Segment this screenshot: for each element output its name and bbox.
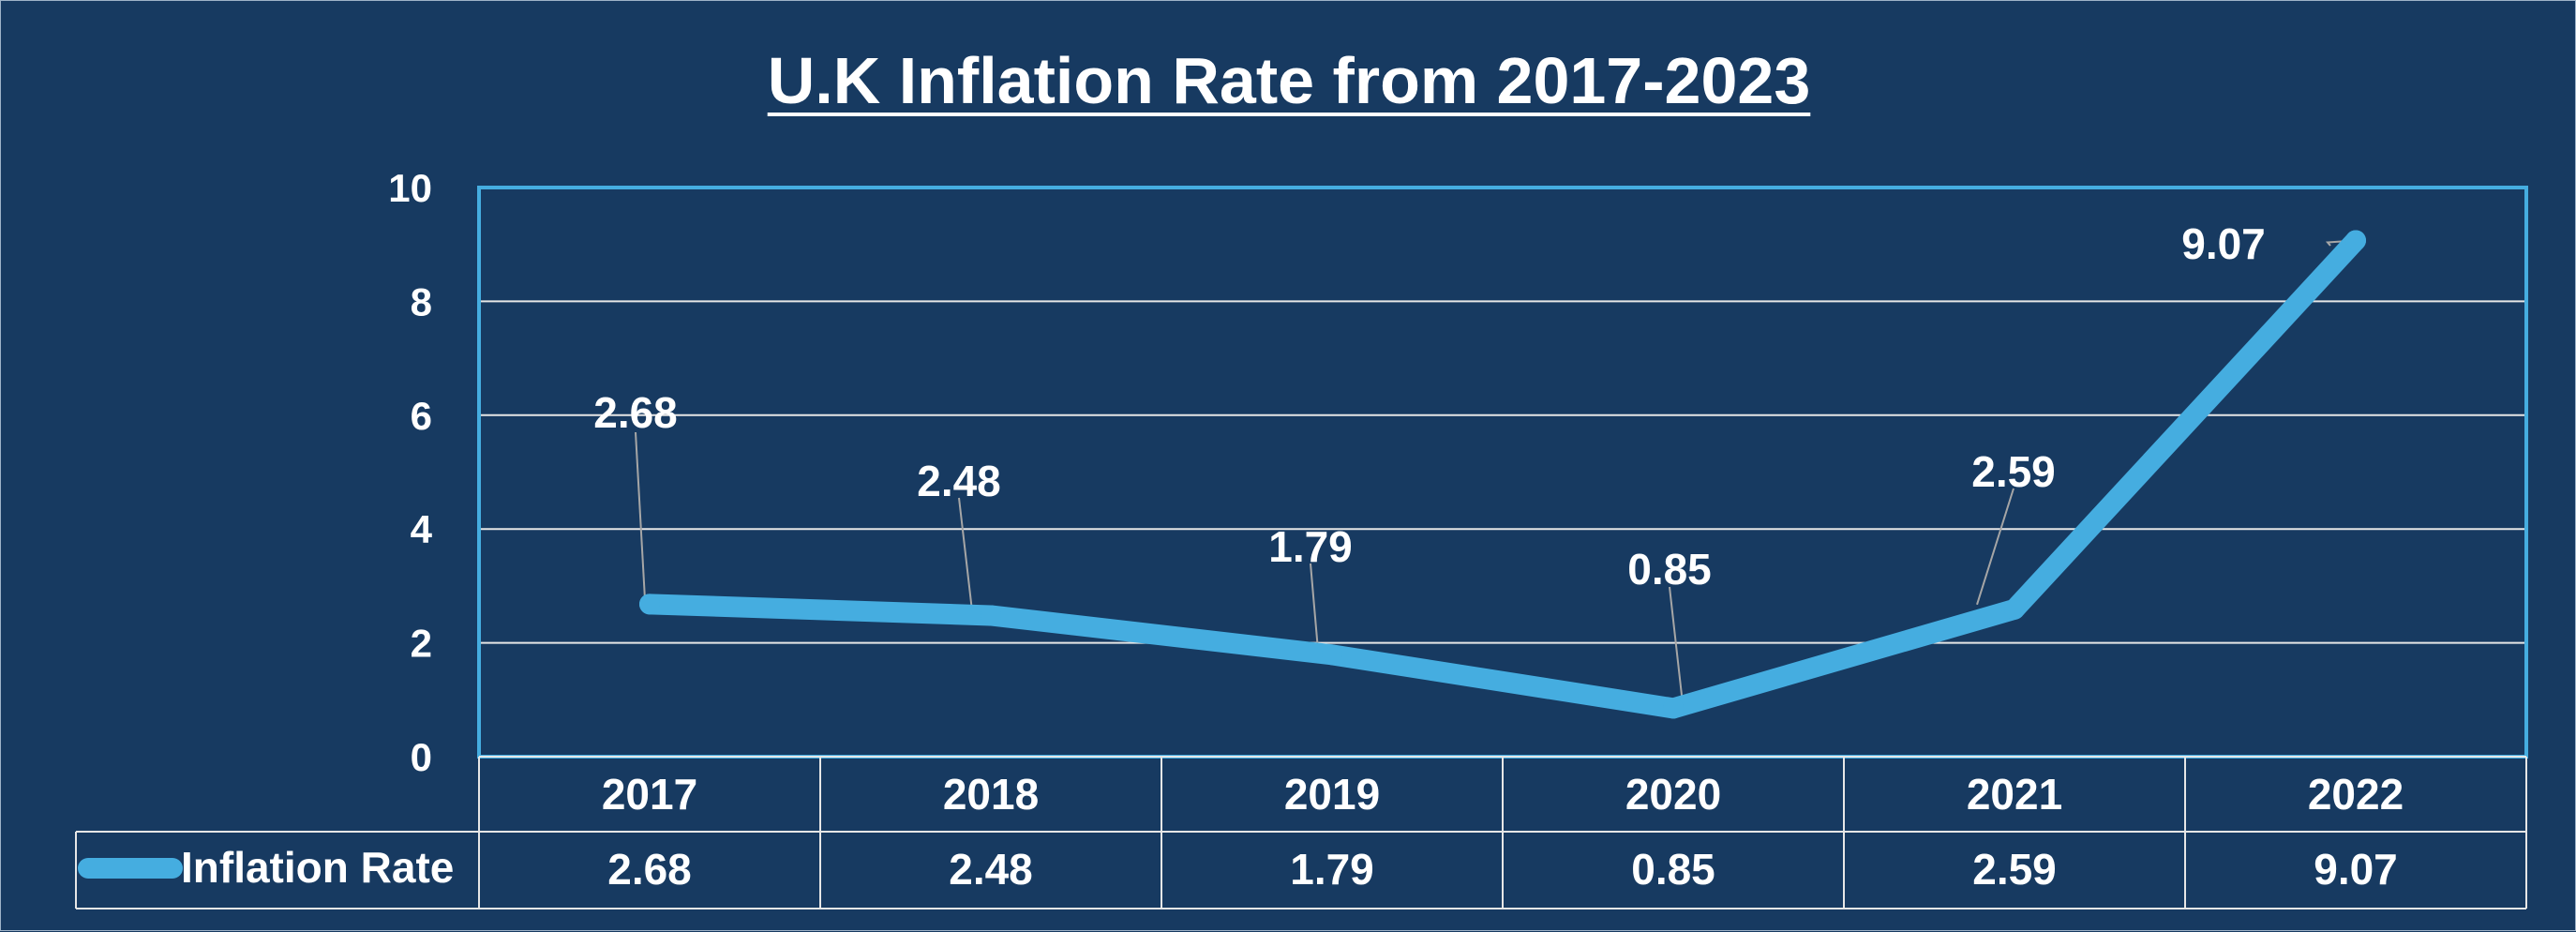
- y-tick-label: 0: [411, 735, 432, 779]
- y-tick-label: 4: [411, 507, 433, 551]
- table-value: 2.48: [949, 845, 1033, 894]
- table-header-year: 2018: [943, 770, 1039, 819]
- y-tick-label: 6: [411, 394, 432, 438]
- data-label: 9.07: [2181, 219, 2266, 268]
- leader-line: [1669, 586, 1684, 704]
- table-header-year: 2021: [1967, 770, 2062, 819]
- table-header-year: 2017: [602, 770, 697, 819]
- data-point: [1322, 644, 1342, 666]
- table-value: 0.85: [1631, 845, 1715, 894]
- y-tick-label: 2: [411, 622, 432, 666]
- data-label: 2.59: [1971, 447, 2056, 496]
- table-header-year: 2022: [2308, 770, 2404, 819]
- leader-line: [1976, 488, 2014, 606]
- table-value: 2.59: [1972, 845, 2057, 894]
- data-label: 2.68: [593, 388, 678, 437]
- data-label: 0.85: [1627, 545, 1712, 594]
- data-point: [981, 605, 1001, 626]
- y-tick-label: 10: [388, 166, 432, 210]
- table-header-year: 2019: [1284, 770, 1380, 819]
- table-value: 9.07: [2314, 845, 2398, 894]
- legend-series-name: Inflation Rate: [181, 843, 454, 892]
- leader-line: [1310, 563, 1319, 651]
- leader-line: [958, 497, 973, 611]
- data-point: [2345, 230, 2366, 251]
- table-header-year: 2020: [1625, 770, 1721, 819]
- data-point: [639, 594, 660, 615]
- data-label: 2.48: [917, 457, 1001, 505]
- chart-title: U.K Inflation Rate from 2017-2023: [767, 44, 1811, 117]
- leader-line: [635, 431, 646, 600]
- data-point: [1663, 698, 1684, 719]
- data-point: [2004, 598, 2025, 620]
- y-tick-label: 8: [411, 279, 432, 323]
- table-value: 2.68: [607, 845, 692, 894]
- data-label: 1.79: [1268, 522, 1353, 571]
- series-line-inflation-rate: [639, 230, 2366, 719]
- table-value: 1.79: [1290, 845, 1374, 894]
